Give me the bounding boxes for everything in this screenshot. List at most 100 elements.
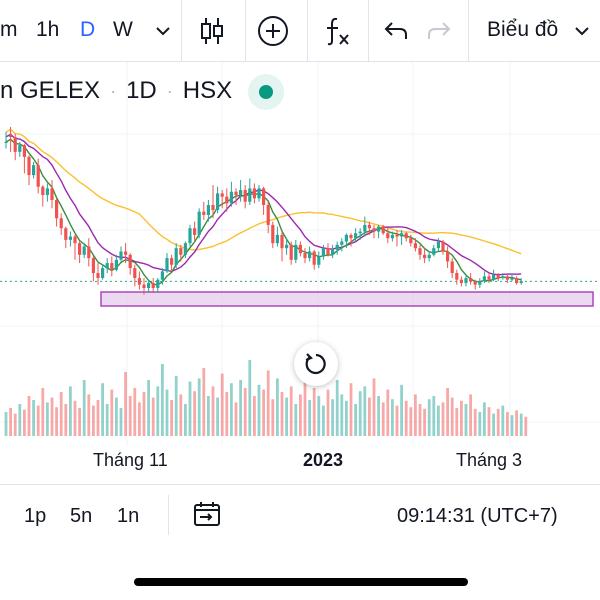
candle-body xyxy=(13,136,17,152)
candle-body xyxy=(27,156,31,176)
chevron-down-icon[interactable] xyxy=(146,14,180,48)
candle-body xyxy=(73,236,77,244)
market-status-indicator[interactable] xyxy=(248,74,284,110)
candle-body xyxy=(220,193,224,197)
volume-bar xyxy=(239,380,242,436)
volume-bar xyxy=(427,399,431,436)
add-indicator-icon[interactable] xyxy=(256,14,290,48)
candle-body xyxy=(206,205,210,215)
candle-body xyxy=(133,268,137,279)
volume-bar xyxy=(478,412,482,436)
redo-icon[interactable] xyxy=(422,14,456,48)
volume-bar xyxy=(464,404,468,436)
x-axis-tick-label: Tháng 11 xyxy=(93,450,168,470)
volume-bar xyxy=(322,405,325,436)
candle-body xyxy=(147,283,151,288)
candle-body xyxy=(381,226,385,234)
interval-week[interactable]: W xyxy=(113,18,133,41)
home-indicator xyxy=(134,578,468,586)
volume-bar xyxy=(450,397,454,436)
candle-body xyxy=(114,259,118,270)
candle-body xyxy=(252,188,256,199)
candle-body xyxy=(183,243,187,255)
candle-body xyxy=(478,281,482,285)
symbol-name: n GELEX xyxy=(0,77,101,104)
candle-body xyxy=(165,258,169,272)
volume-bar xyxy=(161,364,164,436)
candle-body xyxy=(496,274,500,279)
volume-bar xyxy=(4,412,8,436)
volume-bar xyxy=(299,394,302,436)
interval-1h[interactable]: 1h xyxy=(36,18,60,41)
candle-body xyxy=(515,278,519,284)
volume-bar xyxy=(128,396,132,436)
clock-time[interactable]: 09:14:31 (UTC+7) xyxy=(397,505,558,527)
volume-bar xyxy=(27,396,31,436)
candle-body xyxy=(78,243,82,255)
bottom-divider xyxy=(168,495,169,535)
reset-chart-button[interactable] xyxy=(294,342,338,386)
range-1-year[interactable]: 1n xyxy=(117,505,140,527)
candle-body xyxy=(358,231,362,234)
candle-body xyxy=(124,251,128,255)
candle-body xyxy=(262,188,266,205)
symbol-header[interactable]: n GELEX · 1D · HSX xyxy=(0,74,232,108)
volume-bar xyxy=(165,389,169,436)
toolbar-divider xyxy=(245,0,246,62)
candle-body xyxy=(174,248,178,265)
candle-body xyxy=(216,193,220,210)
volume-bar xyxy=(349,383,353,436)
volume-bar xyxy=(41,388,45,436)
volume-bar xyxy=(294,404,298,436)
volume-bar xyxy=(487,407,491,436)
range-5-days[interactable]: 5n xyxy=(70,505,93,527)
volume-bar xyxy=(441,402,445,436)
candle-body xyxy=(50,188,54,201)
volume-bar xyxy=(460,400,463,436)
toolbar-divider xyxy=(307,0,308,62)
volume-bar xyxy=(331,399,334,436)
chart-type-label[interactable]: Biểu đồ xyxy=(487,18,559,41)
undo-icon[interactable] xyxy=(379,14,413,48)
candle-body xyxy=(156,279,160,288)
interval-day[interactable]: D xyxy=(80,18,96,41)
volume-bar xyxy=(115,397,118,436)
volume-bar xyxy=(234,402,238,436)
candle-body xyxy=(423,254,427,259)
interval-minutes[interactable]: m xyxy=(0,18,18,41)
candle-body xyxy=(413,243,417,249)
volume-bar xyxy=(101,383,104,436)
volume-bar xyxy=(220,373,224,436)
candle-body xyxy=(505,276,509,280)
volume-bar xyxy=(142,392,146,436)
go-to-date-icon[interactable] xyxy=(190,497,224,531)
chevron-down-icon[interactable] xyxy=(565,14,599,48)
volume-bar xyxy=(151,397,155,436)
volume-bar xyxy=(377,396,380,436)
volume-bar xyxy=(207,396,210,436)
volume-bar xyxy=(391,399,394,436)
volume-bar xyxy=(358,391,362,436)
candle-body xyxy=(9,135,13,137)
candle-body xyxy=(285,244,289,249)
candle-body xyxy=(151,283,155,288)
range-1-day[interactable]: 1p xyxy=(24,505,47,527)
volume-bar xyxy=(303,373,307,436)
reset-icon xyxy=(305,353,326,375)
function-icon[interactable] xyxy=(320,14,354,48)
candle-body xyxy=(170,258,174,265)
candle-body xyxy=(344,234,348,242)
candle-body xyxy=(404,233,408,239)
candle-body xyxy=(45,188,49,196)
candlestick-icon[interactable] xyxy=(195,14,229,48)
candle-body xyxy=(119,251,123,260)
bottom-toolbar: 1p 5n 1n 09:14:31 (UTC+7) xyxy=(0,484,600,544)
price-chart[interactable] xyxy=(0,62,600,446)
volume-bar xyxy=(243,388,247,436)
volume-bar xyxy=(501,405,505,436)
volume-bar xyxy=(18,404,22,436)
volume-bar xyxy=(400,384,403,436)
volume-bar xyxy=(82,380,86,436)
candle-body xyxy=(455,273,459,280)
moving-average-slow xyxy=(5,128,522,255)
